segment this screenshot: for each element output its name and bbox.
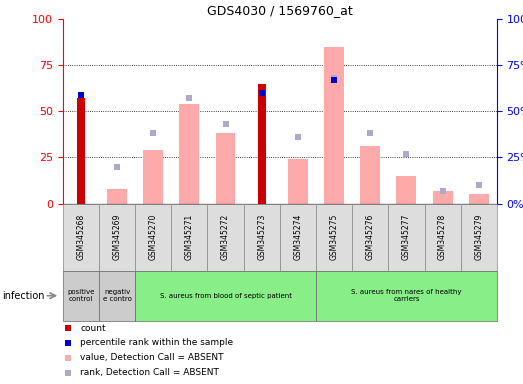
Bar [461, 204, 497, 271]
Text: GSM345278: GSM345278 [438, 214, 447, 260]
Text: rank, Detection Call = ABSENT: rank, Detection Call = ABSENT [80, 368, 219, 377]
Text: GSM345275: GSM345275 [329, 214, 338, 260]
Bar [179, 104, 199, 204]
Bar [143, 150, 163, 204]
Bar [208, 204, 244, 271]
Bar [425, 204, 461, 271]
Text: GSM345272: GSM345272 [221, 214, 230, 260]
Text: GSM345274: GSM345274 [293, 214, 302, 260]
Text: S. aureus from nares of healthy
carriers: S. aureus from nares of healthy carriers [351, 289, 462, 302]
Text: GSM345273: GSM345273 [257, 214, 266, 260]
Bar [316, 271, 497, 321]
Text: GSM345276: GSM345276 [366, 214, 375, 260]
Text: GSM345269: GSM345269 [112, 214, 121, 260]
Bar [316, 204, 352, 271]
Text: GSM345271: GSM345271 [185, 214, 194, 260]
Text: negativ
e contro: negativ e contro [103, 289, 131, 302]
Bar [469, 194, 488, 204]
Bar [280, 204, 316, 271]
Text: GSM345279: GSM345279 [474, 214, 483, 260]
Text: GSM345277: GSM345277 [402, 214, 411, 260]
Text: positive
control: positive control [67, 289, 95, 302]
Bar [396, 176, 416, 204]
Bar [63, 271, 99, 321]
Bar [324, 47, 344, 204]
Bar [388, 204, 425, 271]
Text: count: count [80, 324, 106, 333]
Bar [433, 190, 452, 204]
Bar [172, 204, 208, 271]
Bar [77, 98, 85, 204]
Text: infection: infection [3, 291, 45, 301]
Bar [244, 204, 280, 271]
Text: value, Detection Call = ABSENT: value, Detection Call = ABSENT [80, 353, 224, 362]
Title: GDS4030 / 1569760_at: GDS4030 / 1569760_at [207, 3, 353, 17]
Text: percentile rank within the sample: percentile rank within the sample [80, 338, 233, 348]
Text: GSM345270: GSM345270 [149, 214, 158, 260]
Bar [63, 204, 99, 271]
Bar [107, 189, 127, 204]
Bar [135, 271, 316, 321]
Bar [352, 204, 388, 271]
Bar [99, 271, 135, 321]
Text: S. aureus from blood of septic patient: S. aureus from blood of septic patient [160, 293, 291, 299]
Text: GSM345268: GSM345268 [76, 214, 85, 260]
Bar [135, 204, 171, 271]
Bar [215, 134, 235, 204]
Bar [288, 159, 308, 204]
Bar [258, 84, 266, 204]
Bar [99, 204, 135, 271]
Bar [360, 146, 380, 204]
